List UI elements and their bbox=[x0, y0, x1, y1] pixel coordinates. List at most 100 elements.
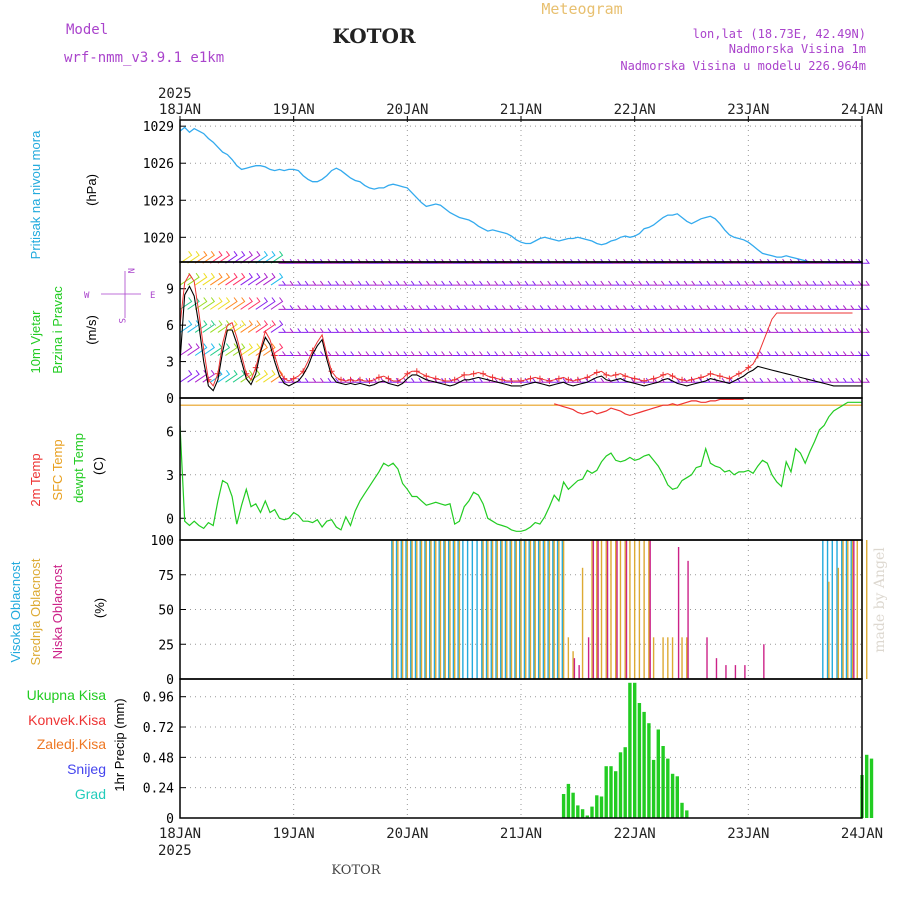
cloud-ylabel-low: Niska Oblacnost bbox=[50, 564, 65, 659]
precip-bar bbox=[661, 746, 665, 818]
wind-barb bbox=[445, 377, 454, 383]
compass-south: S bbox=[116, 318, 126, 323]
wind-barb bbox=[801, 280, 810, 286]
wind-barb bbox=[740, 351, 749, 356]
wind-barb bbox=[498, 305, 507, 310]
wind-barb bbox=[551, 305, 560, 310]
wind-barb bbox=[536, 305, 545, 310]
wind-barb bbox=[687, 351, 696, 356]
wind-barb bbox=[414, 258, 423, 264]
wind-barb bbox=[733, 351, 742, 356]
wind-barb bbox=[399, 377, 408, 383]
wind-barb bbox=[536, 351, 545, 356]
wind-barb bbox=[217, 272, 231, 286]
wind-barb bbox=[801, 377, 810, 383]
wind-barb bbox=[543, 305, 552, 310]
ytick-label: 3 bbox=[166, 356, 174, 371]
wind-barb bbox=[346, 328, 355, 333]
wind-barb bbox=[179, 370, 193, 383]
bottom-date-label: 21JAN bbox=[500, 826, 542, 842]
wind-barb bbox=[755, 258, 764, 264]
wind-barb bbox=[839, 280, 848, 286]
wind-barb bbox=[861, 377, 870, 383]
wind-barb bbox=[824, 328, 833, 333]
wind-barb bbox=[270, 320, 284, 333]
wind-barb bbox=[437, 305, 446, 310]
watermark: made by Angel bbox=[872, 547, 888, 653]
wind-barb bbox=[793, 328, 802, 333]
wind-barb bbox=[611, 351, 620, 356]
wind-barb bbox=[718, 258, 726, 264]
wind-barb bbox=[308, 328, 317, 333]
wind-barb bbox=[430, 351, 439, 356]
wind-barb bbox=[725, 258, 734, 264]
wind-barb bbox=[778, 328, 787, 333]
wind-barb bbox=[839, 351, 848, 356]
wind-barb bbox=[596, 305, 605, 310]
wind-barb bbox=[543, 351, 552, 356]
wind-barb bbox=[247, 370, 261, 383]
precip-bar bbox=[576, 805, 580, 818]
wind-barb bbox=[361, 377, 370, 383]
wind-barb bbox=[286, 258, 295, 264]
altitude-label: Nadmorska Visina 1m bbox=[729, 42, 866, 56]
wind-barb bbox=[384, 351, 393, 356]
wind-barb bbox=[422, 305, 431, 310]
wind-barb bbox=[278, 351, 287, 356]
bottom-date-label: 20JAN bbox=[386, 826, 428, 842]
dewpoint-line bbox=[179, 401, 862, 532]
wind-barb bbox=[740, 258, 749, 264]
wind-barb bbox=[695, 280, 704, 286]
wind-barb bbox=[301, 328, 310, 333]
precip-legend-conv: Konvek.Kisa bbox=[28, 712, 106, 728]
wind-barb bbox=[702, 328, 711, 333]
wind-barb bbox=[354, 280, 363, 286]
precip-bars bbox=[561, 682, 874, 818]
wind-barb bbox=[642, 280, 651, 286]
wind-barb bbox=[649, 351, 658, 356]
wind-barb bbox=[339, 351, 348, 356]
wind-barb bbox=[854, 328, 863, 333]
precip-bar bbox=[623, 747, 627, 818]
wind-barb bbox=[437, 258, 446, 264]
wind-barb bbox=[543, 377, 552, 383]
wind-barb bbox=[339, 258, 348, 264]
wind-barb bbox=[255, 297, 269, 310]
wind-barb bbox=[733, 328, 742, 333]
wind-barb bbox=[657, 305, 666, 310]
wind-barb bbox=[831, 351, 840, 356]
wind-barb bbox=[801, 351, 810, 356]
precip-bar bbox=[670, 773, 675, 818]
ytick-label: 25 bbox=[158, 638, 174, 653]
wind-barb bbox=[467, 351, 476, 356]
wind-barb bbox=[187, 370, 200, 383]
wind-barb bbox=[202, 272, 216, 286]
wind-barb bbox=[247, 272, 261, 286]
wind-barb bbox=[445, 280, 454, 286]
wind-barb bbox=[407, 351, 416, 356]
wind-barb bbox=[445, 328, 454, 333]
wind-barb bbox=[786, 377, 795, 383]
wind-barb bbox=[619, 377, 628, 383]
wind-barb bbox=[831, 377, 840, 383]
wind-barb bbox=[210, 320, 223, 333]
wind-barb bbox=[702, 305, 711, 310]
compass-north: N bbox=[125, 268, 135, 273]
wind-barb bbox=[240, 251, 253, 264]
wind-barb bbox=[680, 377, 689, 383]
precip-bar bbox=[656, 729, 660, 818]
cloud-bars bbox=[391, 540, 868, 679]
precip-bar bbox=[642, 711, 646, 818]
wind-barb bbox=[316, 328, 325, 333]
wind-barb bbox=[475, 280, 484, 286]
wind-barb bbox=[680, 280, 689, 286]
wind-barb bbox=[225, 370, 238, 383]
wind-ylabel-1: 10m Vjetar bbox=[28, 310, 43, 374]
wind-barb bbox=[664, 258, 673, 264]
wind-barb bbox=[187, 251, 200, 264]
wind-barb bbox=[733, 258, 742, 264]
wind-barb bbox=[452, 328, 461, 333]
wind-barb bbox=[255, 272, 269, 286]
wind-barb bbox=[225, 343, 238, 356]
wind-barb bbox=[672, 305, 681, 310]
